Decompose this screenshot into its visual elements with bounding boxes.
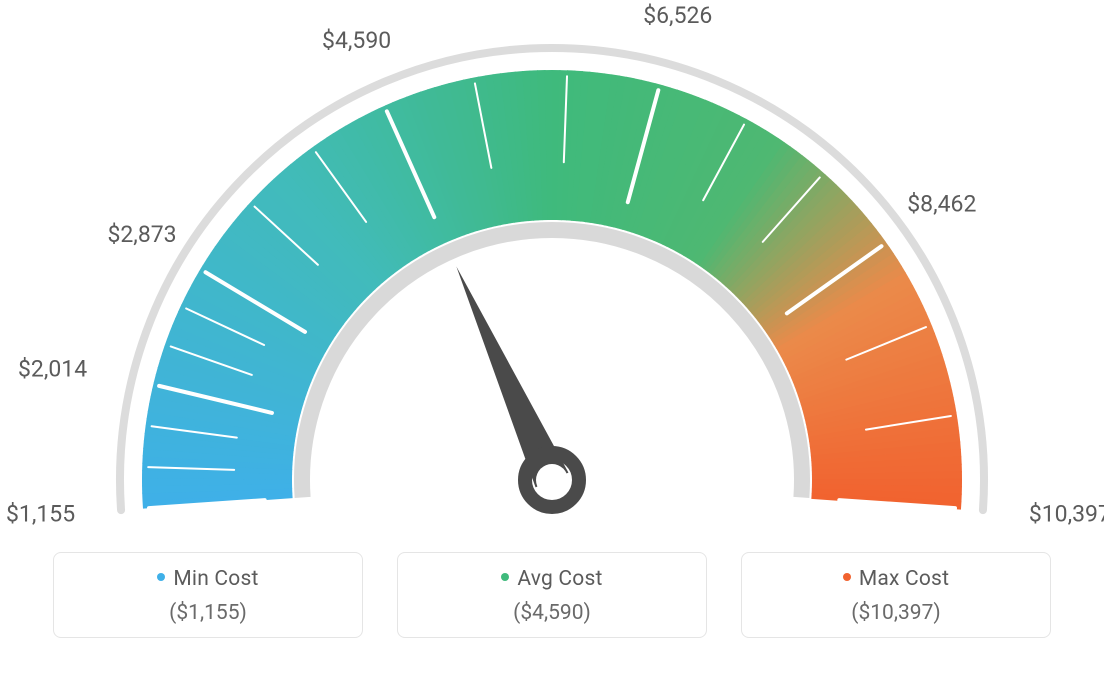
gauge-svg: $1,155 $2,014 $2,873 $4,590 $6,526 $8,462 $10,… [0,0,1104,540]
tick-label: $8,462 [907,190,976,217]
legend-dot-icon [157,573,165,581]
legend-label: Avg Cost [398,567,706,591]
tick-label: $1,155 [6,500,75,527]
legend-value: ($10,397) [742,601,1050,625]
legend-card-min: Min Cost ($1,155) [53,552,363,638]
legend-dot-icon [843,573,851,581]
gauge-area: $1,155 $2,014 $2,873 $4,590 $6,526 $8,462 $10,… [0,0,1104,540]
legend-card-max: Max Cost ($10,397) [741,552,1051,638]
tick-label: $4,590 [322,27,391,54]
cost-gauge-chart: $1,155 $2,014 $2,873 $4,590 $6,526 $8,462 $10,… [0,0,1104,690]
tick-label: $10,397 [1029,500,1104,527]
tick-label: $6,526 [643,2,712,29]
legend-label-text: Min Cost [173,567,258,591]
legend-value: ($1,155) [54,601,362,625]
legend-row: Min Cost ($1,155) Avg Cost ($4,590) Max Cost… [0,552,1104,638]
legend-label-text: Max Cost [859,567,949,591]
tick-label: $2,873 [107,221,176,248]
legend-value: ($4,590) [398,601,706,625]
tick-label: $2,014 [18,356,87,383]
legend-label-text: Avg Cost [517,567,602,591]
legend-label: Max Cost [742,567,1050,591]
legend-dot-icon [501,573,509,581]
legend-card-avg: Avg Cost ($4,590) [397,552,707,638]
legend-label: Min Cost [54,567,362,591]
needle-hub-center [536,464,568,496]
